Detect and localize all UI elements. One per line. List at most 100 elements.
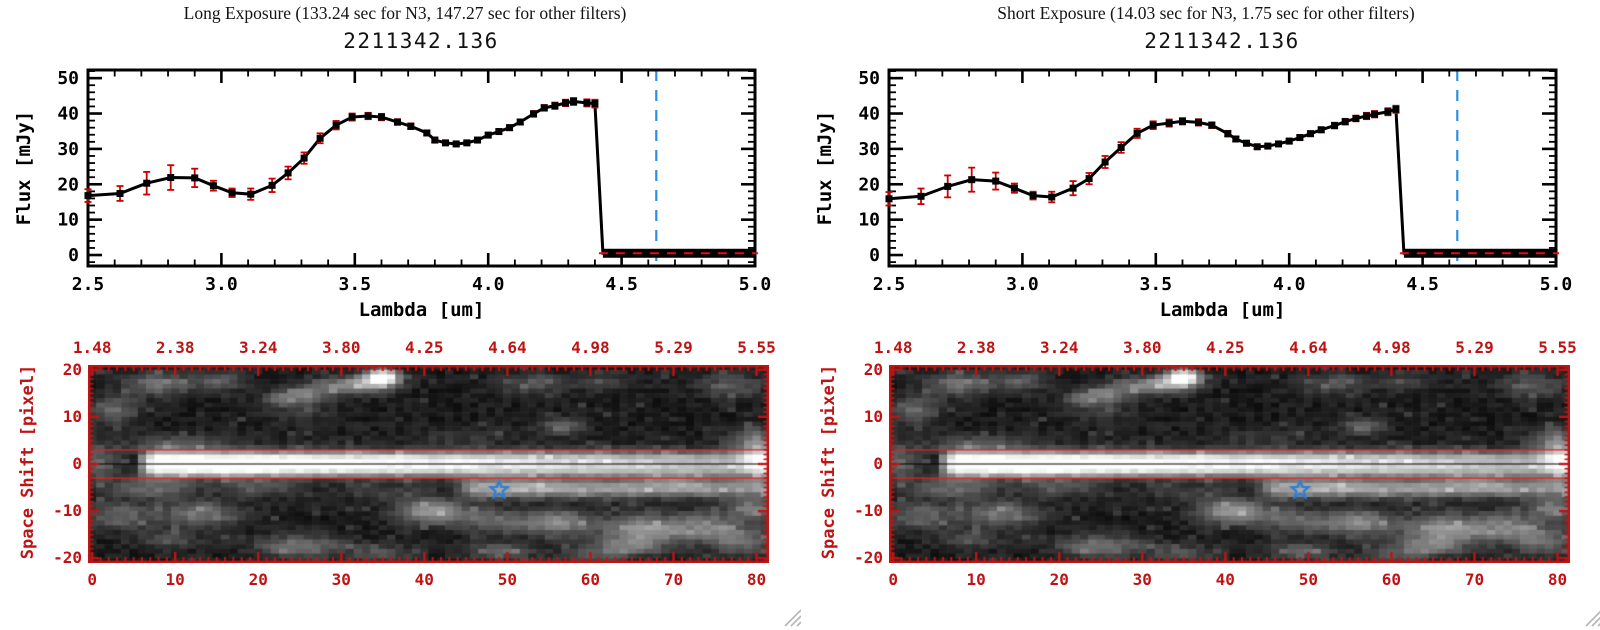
data-point-marker <box>1307 130 1315 138</box>
spectral-2d-image <box>88 365 769 563</box>
data-point-marker <box>284 169 292 177</box>
data-point-marker <box>516 118 524 126</box>
x-tick-label: 5.0 <box>739 274 772 295</box>
y-tick-label: 20 <box>858 174 880 195</box>
data-point-marker <box>1317 126 1325 134</box>
data-point-marker <box>377 113 385 121</box>
data-point-marker <box>1331 122 1339 130</box>
x-axis-label: Lambda [um] <box>1160 299 1286 321</box>
x-tick-label: 3.0 <box>205 274 238 295</box>
wavelength-tick-label: 5.29 <box>1455 338 1494 357</box>
pixel-tick-label: 0 <box>87 570 97 589</box>
wavelength-tick-label: 1.48 <box>873 338 913 357</box>
zero-flux-tail <box>602 248 755 258</box>
pixel-tick-label: 60 <box>580 570 601 589</box>
x-tick-label: 4.0 <box>472 274 505 295</box>
zero-flux-tail <box>1403 248 1556 258</box>
data-point-marker <box>442 139 450 147</box>
wavelength-tick-label: 4.64 <box>488 338 527 357</box>
data-point-marker <box>1296 134 1304 142</box>
pixel-tick-label: 80 <box>1547 570 1568 589</box>
data-point-marker <box>167 174 175 182</box>
spectral-image-panel: 1.48 2.38 3.24 3.80 4.25 4.64 4.98 5.29 5.55 20 1… <box>0 330 800 630</box>
data-point-marker <box>452 140 460 148</box>
data-point-marker <box>316 134 324 142</box>
y-tick-label: 30 <box>57 139 79 160</box>
y-tick-label: 10 <box>57 210 79 231</box>
y-tick-label: 0 <box>68 245 79 266</box>
object-id-title: 2211342.136 <box>343 29 499 53</box>
data-point-marker <box>992 177 1000 185</box>
data-point-marker <box>1285 137 1293 145</box>
data-point-marker <box>570 97 578 105</box>
data-point-marker <box>1363 112 1371 120</box>
data-point-marker <box>1149 121 1157 129</box>
x-tick-label: 4.5 <box>1406 274 1439 295</box>
data-point-marker <box>944 182 952 190</box>
data-point-marker <box>968 176 976 184</box>
space-shift-tick-label: 0 <box>873 454 883 473</box>
wavelength-tick-label: 4.64 <box>1289 338 1328 357</box>
x-tick-label: 4.0 <box>1273 274 1306 295</box>
y-tick-label: 50 <box>858 68 880 89</box>
plot-box <box>86 68 757 268</box>
data-point-marker <box>268 181 276 189</box>
pixel-tick-label: 40 <box>1215 570 1235 589</box>
space-shift-tick-label: 10 <box>62 406 82 426</box>
data-point-marker <box>1352 114 1360 122</box>
resize-grip-icon[interactable] <box>779 604 803 628</box>
data-point-marker <box>228 189 236 197</box>
pixel-tick-label: 20 <box>248 570 268 589</box>
data-point-marker <box>1253 143 1261 151</box>
y-tick-label: 20 <box>57 174 79 195</box>
window-short-exposure: Short Exposure (14.03 sec for N3, 1.75 s… <box>801 0 1600 630</box>
data-point-marker <box>583 99 591 107</box>
space-shift-axis-label: Space Shift [pixel] <box>819 364 839 560</box>
y-tick-label: 50 <box>57 68 79 89</box>
wavelength-tick-label: 3.80 <box>322 338 361 357</box>
spectrum-plot: 2.5 3.0 3.5 4.0 4.5 5.0 0 10 20 30 40 50 Lambda [um]… <box>814 68 1573 321</box>
y-tick-label: 0 <box>869 245 880 266</box>
data-point-marker <box>209 182 217 190</box>
data-point-marker <box>247 190 255 198</box>
data-point-marker <box>300 154 308 162</box>
data-point-marker <box>495 128 503 136</box>
data-point-marker <box>1029 192 1037 200</box>
window-title-short-exposure: Short Exposure (14.03 sec for N3, 1.75 s… <box>997 3 1415 23</box>
x-tick-label: 3.5 <box>1140 274 1173 295</box>
window-long-exposure: Long Exposure (133.24 sec for N3, 147.27… <box>0 3 803 630</box>
data-point-marker <box>1264 142 1272 150</box>
space-shift-tick-label: 0 <box>72 454 82 473</box>
wavelength-tick-label: 2.38 <box>155 338 195 357</box>
wavelength-tick-label: 5.29 <box>654 338 693 357</box>
pixel-tick-label: 50 <box>497 570 518 589</box>
data-point-marker <box>530 110 538 118</box>
wavelength-tick-label: 3.24 <box>1040 338 1079 357</box>
pixel-tick-label: 10 <box>966 570 986 589</box>
data-point-marker <box>1392 105 1400 113</box>
data-point-marker <box>463 139 471 147</box>
data-point-marker <box>1341 118 1349 126</box>
x-tick-label: 5.0 <box>1540 274 1573 295</box>
resize-grip-icon[interactable] <box>1580 604 1600 628</box>
x-axis-label: Lambda [um] <box>359 299 485 321</box>
data-point-marker <box>474 136 482 144</box>
pixel-tick-label: 20 <box>1049 570 1069 589</box>
space-shift-tick-label: 20 <box>863 359 883 379</box>
wavelength-tick-label: 3.24 <box>239 338 278 357</box>
spectrum-line <box>87 99 755 255</box>
wavelength-tick-label: 4.25 <box>405 338 444 357</box>
wavelength-tick-label: 3.80 <box>1123 338 1162 357</box>
wavelength-tick-label: 4.98 <box>1372 338 1411 357</box>
wavelength-tick-label: 5.55 <box>737 338 776 357</box>
data-point-marker <box>1275 140 1283 148</box>
pixel-tick-label: 50 <box>1298 570 1319 589</box>
space-shift-tick-label: -10 <box>53 501 82 521</box>
wavelength-tick-label: 4.98 <box>571 338 610 357</box>
space-shift-tick-label: 10 <box>863 406 883 426</box>
space-shift-tick-label: -20 <box>53 548 82 568</box>
x-tick-label: 3.0 <box>1006 274 1039 295</box>
data-point-marker <box>143 179 151 187</box>
space-shift-tick-label: -10 <box>854 501 883 521</box>
data-point-marker <box>1243 139 1251 147</box>
